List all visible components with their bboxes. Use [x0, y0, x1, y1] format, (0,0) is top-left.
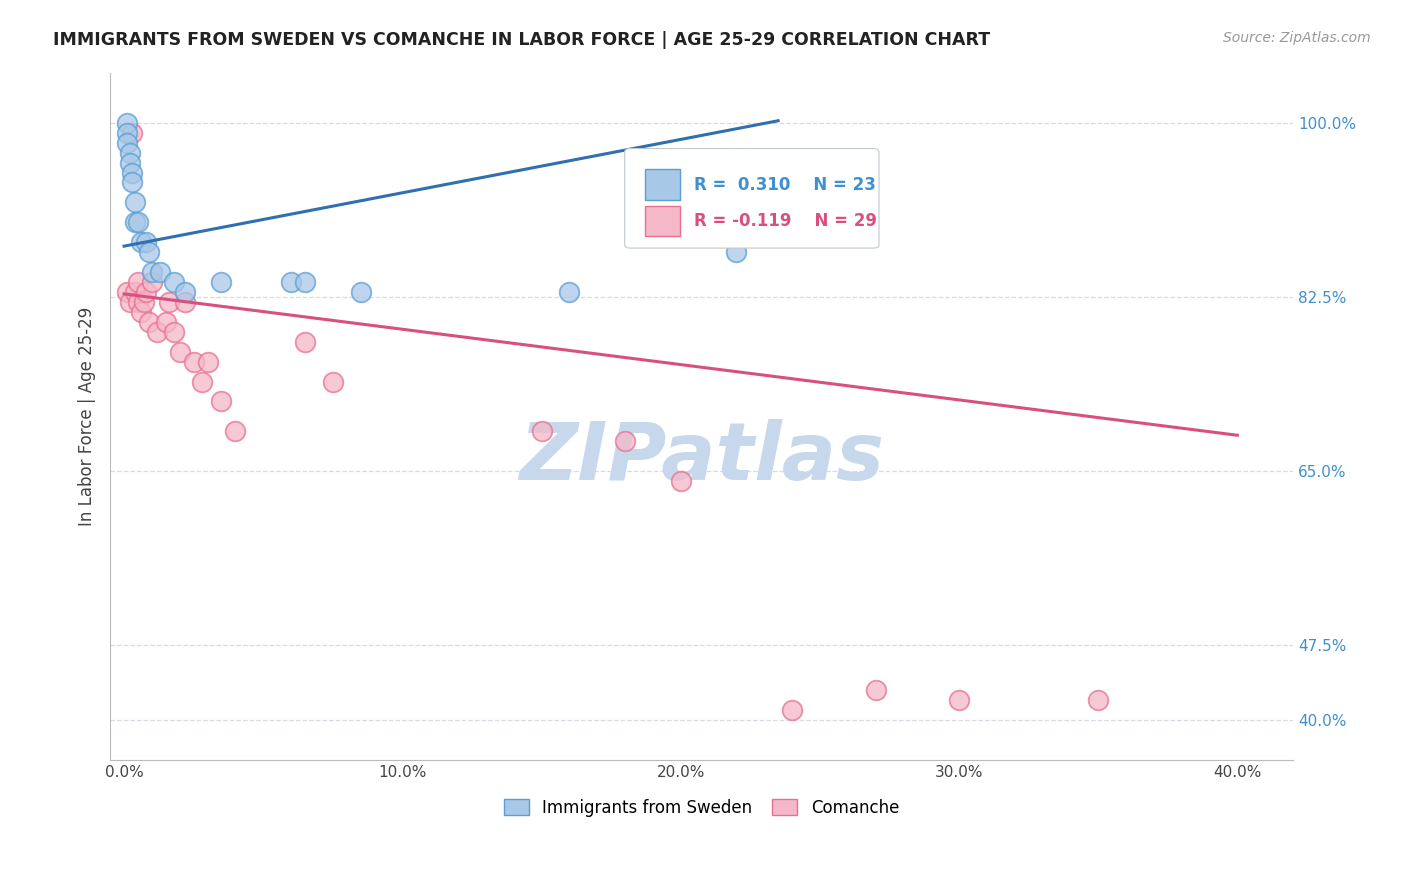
Point: [211, 394, 233, 409]
Point: [135, 285, 157, 299]
Point: [614, 434, 637, 449]
Point: [141, 275, 163, 289]
Point: [322, 375, 344, 389]
Point: [183, 354, 205, 368]
Point: [191, 375, 214, 389]
Point: [163, 275, 186, 289]
Point: [1087, 693, 1109, 707]
Point: [669, 474, 692, 488]
Point: [157, 294, 180, 309]
Point: [121, 176, 143, 190]
Point: [174, 285, 197, 299]
Text: ZIPatlas: ZIPatlas: [519, 418, 884, 497]
Point: [132, 294, 155, 309]
Point: [280, 275, 302, 289]
Point: [530, 424, 553, 438]
Point: [169, 344, 191, 359]
Point: [115, 116, 138, 130]
Point: [138, 245, 160, 260]
Text: R = -0.119    N = 29: R = -0.119 N = 29: [695, 212, 877, 230]
Y-axis label: In Labor Force | Age 25-29: In Labor Force | Age 25-29: [79, 307, 96, 526]
Point: [174, 294, 197, 309]
Point: [141, 265, 163, 279]
Point: [294, 334, 316, 349]
Point: [121, 126, 143, 140]
Point: [118, 294, 141, 309]
Point: [294, 275, 316, 289]
Point: [124, 285, 146, 299]
Point: [780, 703, 803, 717]
Point: [197, 354, 219, 368]
Point: [124, 215, 146, 229]
Point: [115, 136, 138, 150]
Bar: [645, 205, 681, 236]
Point: [558, 285, 581, 299]
Point: [163, 325, 186, 339]
Text: IMMIGRANTS FROM SWEDEN VS COMANCHE IN LABOR FORCE | AGE 25-29 CORRELATION CHART: IMMIGRANTS FROM SWEDEN VS COMANCHE IN LA…: [53, 31, 991, 49]
Point: [155, 315, 177, 329]
Point: [127, 294, 149, 309]
Point: [127, 275, 149, 289]
Point: [146, 325, 169, 339]
Point: [725, 245, 748, 260]
Point: [127, 215, 149, 229]
Point: [121, 165, 143, 179]
Bar: [645, 169, 681, 200]
Point: [118, 145, 141, 160]
Point: [135, 235, 157, 249]
Text: Source: ZipAtlas.com: Source: ZipAtlas.com: [1223, 31, 1371, 45]
Point: [224, 424, 246, 438]
Text: R =  0.310    N = 23: R = 0.310 N = 23: [695, 176, 876, 194]
Legend: Immigrants from Sweden, Comanche: Immigrants from Sweden, Comanche: [498, 792, 905, 823]
Point: [865, 683, 887, 698]
Point: [115, 126, 138, 140]
Point: [350, 285, 373, 299]
Point: [149, 265, 172, 279]
FancyBboxPatch shape: [624, 149, 879, 248]
Point: [211, 275, 233, 289]
Point: [129, 235, 152, 249]
Point: [124, 195, 146, 210]
Point: [948, 693, 970, 707]
Point: [118, 155, 141, 169]
Point: [138, 315, 160, 329]
Point: [129, 305, 152, 319]
Point: [115, 285, 138, 299]
